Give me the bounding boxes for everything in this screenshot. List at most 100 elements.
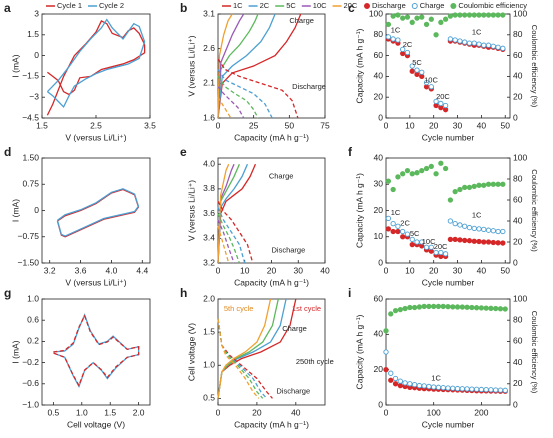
y2-tick-label: 80 [513,173,523,183]
x-tick-label: 50 [500,265,510,275]
annotation: 2C [400,219,410,228]
panel: c0 10 20 30 40 50020406080100020406080100Cycl… [348,1,539,142]
data-line [217,13,233,119]
data-line [53,313,140,389]
x-tick-label: 0 [384,120,389,130]
y-tick-label: −1.50 [17,257,39,267]
data-point [500,12,506,18]
plot-frame [217,13,326,119]
data-point [392,308,399,314]
data-point [500,240,506,246]
y-tick-label: 0.2 [27,336,39,346]
data-point [457,237,463,243]
y-tick-label: 4.0 [203,158,215,168]
y2-tick-label: 60 [513,194,523,204]
data-point [495,240,501,246]
data-point [428,16,434,22]
data-point [497,387,504,393]
y-tick-label: 20 [374,205,384,215]
y2-axis-label: Coulombic efficiency (%) [530,311,539,394]
y-tick-label: −0.2 [22,357,39,367]
annotation: Discharge [292,82,326,91]
legend-label: Coulombic efficiency [458,1,527,10]
data-line [46,18,146,109]
data-point [395,12,401,18]
panel-label: a [4,1,11,15]
data-point [392,381,399,387]
annotation: 5th cycle [224,304,254,313]
y-tick-label: 30 [374,179,384,189]
data-point [466,238,473,244]
data-point [423,165,430,172]
x-axis-label: V (versus Li/Li⁺) [65,277,126,287]
x-axis-label: Cell voltage (V) [67,419,125,429]
y-tick-label: 40 [374,71,384,81]
y-tick-label: 2.6 [203,43,215,53]
data-point [397,382,403,389]
legend-label: 2C [260,1,270,10]
data-point [488,305,494,311]
data-point [466,40,473,46]
y-tick-label: 3.2 [203,257,215,267]
x-tick-label: 2.5 [90,120,102,130]
data-point [500,228,506,235]
data-point [452,220,458,227]
x-tick-label: 30 [453,265,463,275]
data-point [433,171,439,177]
data-point [388,377,394,383]
data-point [452,188,458,195]
data-point [435,303,442,310]
y-tick-label: 80 [374,29,384,39]
data-point [426,383,432,390]
data-point [442,102,449,109]
data-point [400,15,406,21]
data-line [217,163,230,264]
annotation: Charge [289,16,314,25]
y-tick-label: 0.75 [22,179,39,189]
y-axis-label: I (mA) [10,199,20,222]
data-point [433,32,439,38]
data-point [390,13,396,19]
data-point [476,182,482,188]
plot-frame [41,298,151,406]
data-point [416,382,423,389]
legend-label: Charge [420,1,445,10]
data-point [428,84,434,90]
data-point [447,197,454,203]
legend-label: Discharge [372,1,406,10]
annotation: 20C [436,92,450,101]
data-point [490,43,496,49]
data-point [440,303,446,310]
y-tick-label: 1.5 [27,29,39,39]
x-tick-label: 40 [477,120,487,130]
data-point [409,68,415,74]
data-point [490,239,496,246]
y2-tick-label: 20 [513,378,523,388]
y-tick-label: 1.5 [203,326,215,336]
annotation: 5C [412,58,422,67]
panel: h 0 20 40 0.5 1.0 1.5 2.0 Capacity (mA h g⁻¹) Cel… [180,286,334,429]
y-tick-label: 10 [374,231,384,241]
x-tick-label: 75 [320,120,330,130]
data-point [462,39,468,45]
legend-label: Cycle 2 [99,1,124,10]
data-line [217,69,273,119]
data-point [383,349,389,355]
annotation: 1C [391,26,401,35]
x-axis-label: Cycle number [422,277,475,287]
x-tick-label: 2.0 [133,407,145,417]
data-point [414,15,420,21]
y-tick-label: 100 [369,8,383,18]
data-point [395,223,401,229]
data-point [500,181,506,187]
data-point [390,220,396,227]
data-point [402,305,408,312]
y-tick-label: 60 [374,293,384,303]
y2-tick-label: 80 [513,29,523,39]
data-point [407,381,413,387]
data-point [490,181,496,187]
data-point [400,234,406,240]
data-point [457,38,463,44]
y-tick-label: 3.1 [203,8,215,18]
x-tick-label: 25 [249,120,259,130]
